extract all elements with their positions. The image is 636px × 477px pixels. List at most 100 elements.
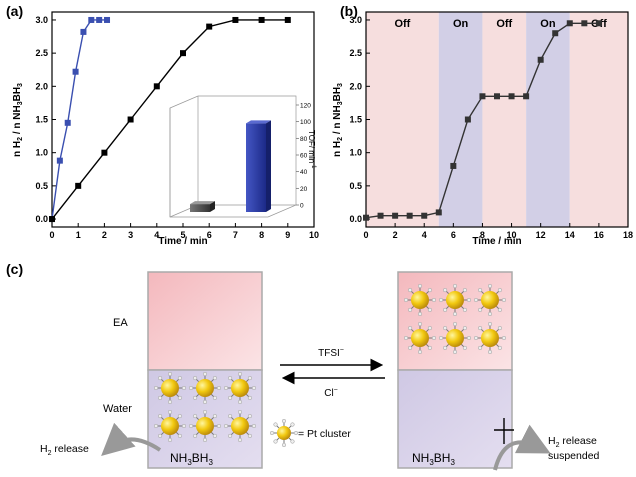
chart-b-series-0-point <box>392 212 399 219</box>
left-ea-phase <box>147 271 263 371</box>
pt-cluster-icon <box>269 418 299 448</box>
chart-b-series-0-point <box>464 116 471 123</box>
chart-b-band <box>526 12 570 227</box>
inset-bar-top <box>190 201 215 205</box>
inset-bar <box>246 123 266 212</box>
chart-a-x-tick-label: 10 <box>309 230 319 240</box>
chart-b-series-0-point <box>566 20 573 27</box>
chart-b-y-axis-label: n H2 / n NH3BH3 <box>332 83 344 157</box>
chart-b-band-label: On <box>540 18 556 30</box>
chart-a-y-tick-label: 0.5 <box>35 181 48 191</box>
h2-suspended-label-line2: suspended <box>548 450 600 462</box>
chart-b-band <box>569 12 628 227</box>
chart-b: OffOnOffOnOff 0246810121416180.00.51.01.… <box>332 11 633 247</box>
chart-b-series-0-point <box>537 56 544 63</box>
right-water-phase <box>397 369 513 469</box>
inset-y-axis-label: TOF/ min-1 <box>307 130 316 169</box>
inset-y-tick-label: 40 <box>300 169 308 176</box>
pt-cluster-icon <box>153 409 187 443</box>
pt-cluster-icon <box>403 321 437 355</box>
left-compound-label: NH3BH3 <box>170 451 213 467</box>
pt-cluster-icon <box>473 321 507 355</box>
chart-a-x-tick-label: 8 <box>259 230 264 240</box>
chart-a-series-1-point <box>232 16 239 23</box>
inset-y-tick-label: 0 <box>300 203 304 210</box>
chart-b-series-0-point <box>479 93 486 100</box>
chart-b-series-0-point <box>552 30 559 37</box>
chart-a-series-0-point <box>80 28 87 35</box>
chart-b-band-label: Off <box>496 18 512 30</box>
chart-a-series-0-point <box>104 16 111 23</box>
chart-a-series-1-point <box>75 182 82 189</box>
chart-b-band-label: On <box>453 18 469 30</box>
h2-suspended-label: H2 release <box>548 435 597 449</box>
chart-a: 0 1 2 3 4 5 6 7 8 9 10 0.0 0.5 1.0 1.5 2.0 2.5 3.0 0 20 40 6… <box>12 11 319 247</box>
pt-cluster-legend-icon <box>269 418 299 448</box>
chart-a-y-tick-label: 3.0 <box>35 15 48 25</box>
panel-label-a: (a) <box>6 3 23 19</box>
chart-a-series-1-point <box>49 216 55 223</box>
chart-a-series-0-line <box>51 19 108 220</box>
chart-a-series-1-point <box>284 16 291 23</box>
chart-a-x-tick-label: 4 <box>154 230 159 240</box>
chart-b-x-tick-label: 6 <box>451 230 456 240</box>
chart-b-series-0-point <box>450 162 457 169</box>
chart-b-series-0-point <box>581 20 588 27</box>
ea-label: EA <box>113 317 128 329</box>
panel-label-c: (c) <box>6 261 23 277</box>
chart-b-series-0-point <box>523 93 530 100</box>
water-label: Water <box>103 403 132 415</box>
inset-y-tick-label: 80 <box>300 136 308 143</box>
chart-b-y-tick-label: 2.0 <box>349 81 362 91</box>
pt-cluster-icon <box>153 371 187 405</box>
chart-a-x-tick-label: 5 <box>180 230 185 240</box>
pt-cluster-icon <box>403 283 437 317</box>
inset-bar-top <box>246 120 271 124</box>
chart-a-x-tick-label: 3 <box>128 230 133 240</box>
chart-a-series-0-point <box>64 119 71 126</box>
chart-b-series-0-point <box>508 93 515 100</box>
chart-b-x-tick-label: 12 <box>536 230 546 240</box>
chart-a-series-1-point <box>101 149 108 156</box>
chart-b-y-tick-label: 1.5 <box>349 115 362 125</box>
chart-a-series-0-point <box>56 157 63 164</box>
inset-y-tick-label: 120 <box>300 103 311 110</box>
inset-y-tick-label: 100 <box>300 119 311 126</box>
chart-a-series-1-line <box>51 19 288 220</box>
chart-b-x-axis-label: Time / min <box>472 236 521 247</box>
chart-a-x-tick-label: 7 <box>233 230 238 240</box>
chart-b-y-tick-label: 0.0 <box>349 214 362 224</box>
chart-a-y-tick-label: 2.5 <box>35 48 48 58</box>
backward-label: Cl− <box>324 387 338 399</box>
chart-b-y-tick-label: 3.0 <box>349 15 362 25</box>
chart-b-series-0-point <box>435 209 442 216</box>
chart-b-x-tick-label: 8 <box>480 230 485 240</box>
chart-b-band <box>438 12 483 227</box>
chart-b-x-tick-label: 10 <box>507 230 517 240</box>
pt-cluster-icon <box>223 409 257 443</box>
h2-suspended-arrow <box>493 424 551 471</box>
chart-a-y-axis-label: n H2 / n NH3BH3 <box>12 83 24 157</box>
chart-a-y-tick-label: 0.0 <box>35 214 48 224</box>
chart-b-y-tick-label: 0.5 <box>349 181 362 191</box>
pt-cluster-icon <box>223 371 257 405</box>
chart-b-series-0-point <box>421 212 428 219</box>
chart-a-series-0-point <box>96 16 103 23</box>
chart-b-x-tick-label: 0 <box>363 230 368 240</box>
h2-release-arrow <box>101 422 162 457</box>
chart-a-x-axis-label: Time / min <box>158 236 207 247</box>
chart-a-x-tick-label: 1 <box>76 230 81 240</box>
chart-a-series-0-point <box>72 68 79 75</box>
pt-cluster-icon <box>188 409 222 443</box>
chart-b-band <box>482 12 527 227</box>
chart-a-x-tick-label: 6 <box>207 230 212 240</box>
pt-cluster-legend-label: = Pt cluster <box>298 428 351 440</box>
chart-b-y-tick-label: 1.0 <box>349 148 362 158</box>
pt-cluster-icon <box>438 321 472 355</box>
chart-b-x-tick-label: 2 <box>393 230 398 240</box>
chart-b-x-tick-label: 4 <box>422 230 427 240</box>
chart-a-y-tick-label: 1.5 <box>35 115 48 125</box>
chart-b-band-label: Off <box>394 18 410 30</box>
inset-bar-side <box>266 120 271 212</box>
